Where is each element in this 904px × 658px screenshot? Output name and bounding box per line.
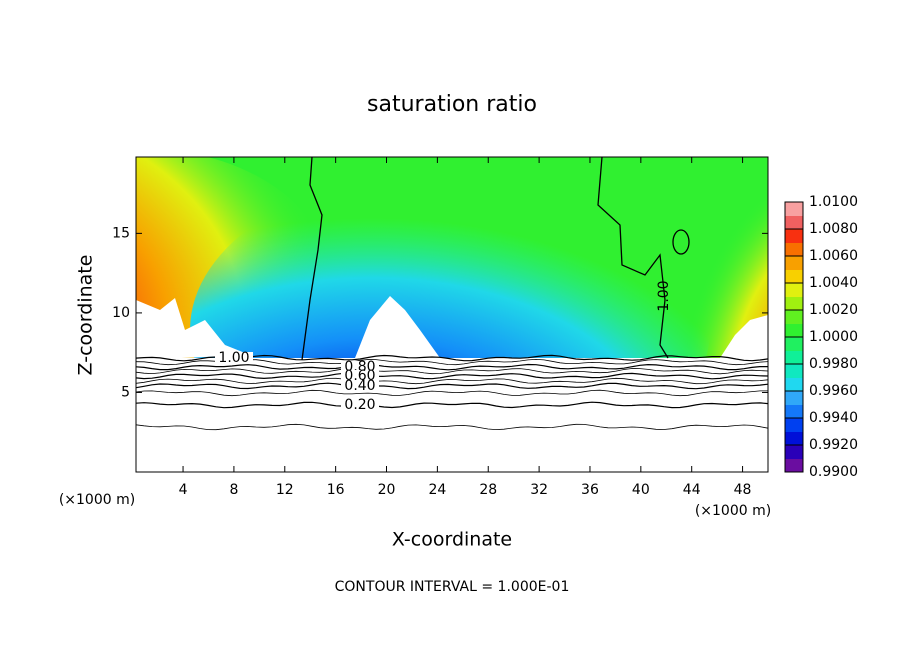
colorbar-label: 0.9920 [809,437,858,453]
colorbar-label: 1.0040 [809,275,858,291]
colorbar-band [785,296,803,311]
colorbar-label: 1.0100 [809,194,858,210]
x-tick-label: 32 [530,482,548,498]
colorbar-band [785,256,803,270]
colorbar-band [785,323,803,338]
contour-line [135,382,769,390]
colorbar-band [785,337,803,351]
colorbar-label: 1.0060 [809,248,858,264]
colorbar-band [785,269,803,284]
x-tick-label: 16 [327,482,345,498]
colorbar-band [785,229,803,243]
contour-label: 1.00 [656,280,672,311]
colorbar-band [785,404,803,419]
x-tick-label: 12 [276,482,294,498]
field [136,157,768,472]
contour-label: 0.20 [344,397,375,413]
contour-line [135,389,768,397]
colorbar-band [785,377,803,392]
contour-line [135,377,769,385]
contour-label-bg [341,399,379,411]
x-tick-label: 40 [632,482,650,498]
colorbar-band [785,242,803,257]
x-tick-label: 48 [734,482,752,498]
contour-line [135,423,769,431]
y-tick-label: 10 [112,305,130,321]
colorbar-band [785,215,803,230]
colorbar-band [785,431,803,446]
x-axis-label: X-coordinate [392,529,512,551]
colorbar-label: 0.9900 [809,464,858,480]
contour-label-bg [341,370,379,382]
colorbar-band [785,391,803,405]
contour-label-bg [215,352,253,364]
colorbar-band [785,458,803,473]
colorbar-band [785,310,803,324]
x-tick-label: 4 [179,482,188,498]
colorbar-band [785,350,803,365]
x-tick-label: 24 [428,482,446,498]
colorbar-label: 1.0020 [809,302,858,318]
x-tick-label: 36 [581,482,599,498]
colorbar-band [785,364,803,378]
contour-line [135,363,768,371]
x-tick-label: 8 [229,482,238,498]
colorbar-label: 0.9980 [809,356,858,372]
contour-label-bg [341,380,379,392]
y-tick-label: 5 [121,384,130,400]
colorbar-band [785,283,803,297]
x-tick-label: 44 [683,482,701,498]
colorbar-label: 0.9940 [809,410,858,426]
y-tick-label: 15 [112,225,130,241]
x-unit: (×1000 m) [695,503,771,519]
colorbar-band [785,445,803,459]
x-tick-label: 20 [378,482,396,498]
colorbar-band [785,202,803,216]
y-axis-label: Z-coordinate [75,255,97,376]
x-unit: (×1000 m) [59,492,135,508]
contour-label: 0.40 [344,378,375,394]
colorbar-band [785,418,803,432]
contour-line [135,372,769,380]
chart-title: saturation ratio [367,92,537,117]
plot-frame [135,156,769,473]
colorbar-label: 0.9960 [809,383,858,399]
x-tick-label: 28 [479,482,497,498]
colorbar-label: 1.0000 [809,329,858,345]
colorbar-label: 1.0080 [809,221,858,237]
footer: CONTOUR INTERVAL = 1.000E-01 [335,579,570,595]
contour-line [135,367,769,375]
contour-label: 1.00 [218,350,249,366]
contour-line [135,401,769,409]
